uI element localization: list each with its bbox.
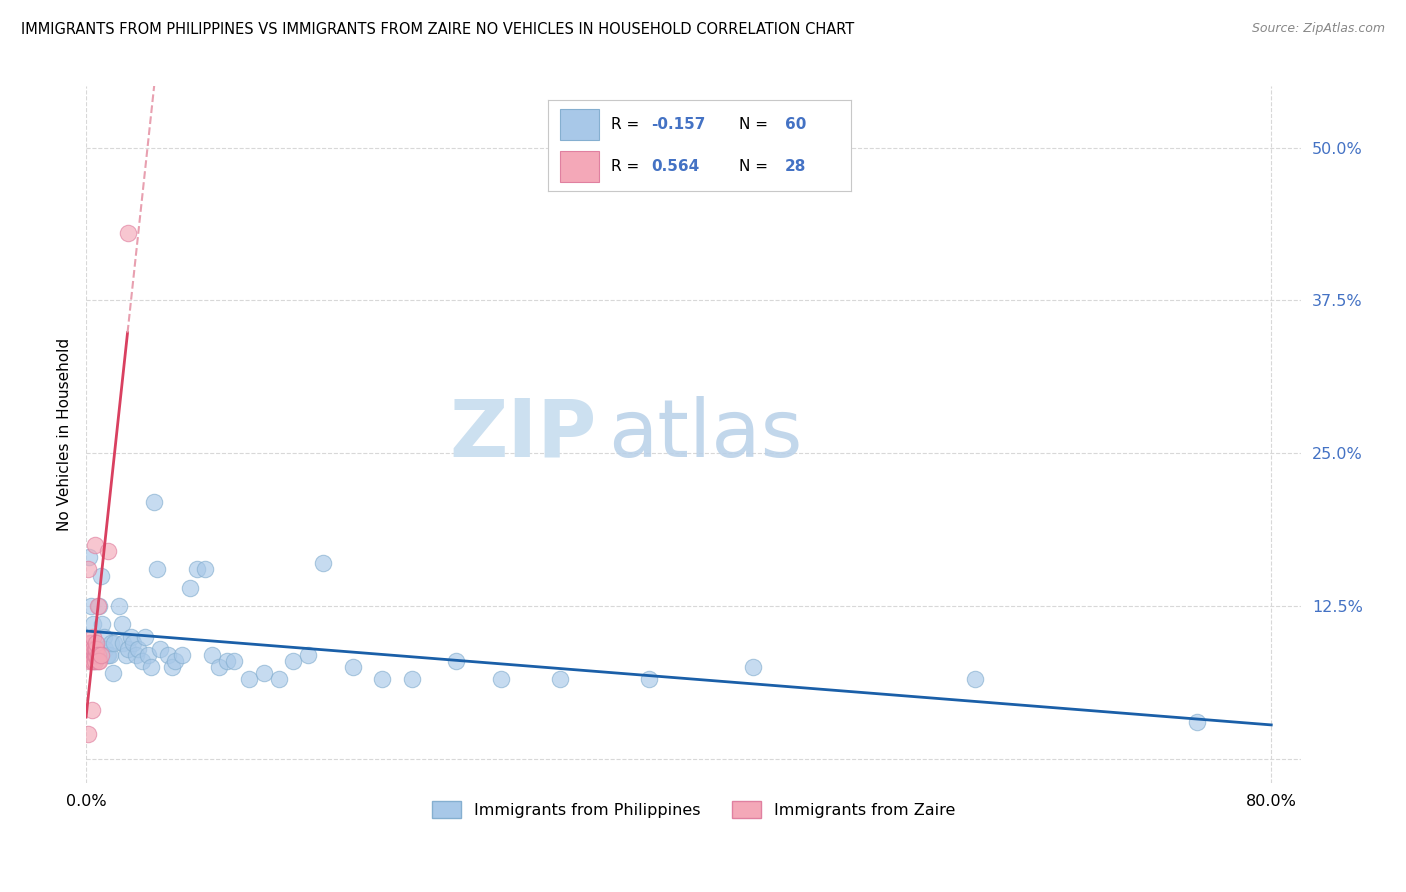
Point [90,648,112,662]
Text: atlas: atlas [609,396,803,474]
Point [163,654,186,668]
Point [91,617,114,632]
Point [76,727,98,741]
Point [90,568,112,582]
Point [84,654,107,668]
Point [80,654,103,668]
Point [97,544,120,558]
Point [208,660,231,674]
Point [80,703,103,717]
Point [371,673,394,687]
Point [238,673,260,687]
Point [89,654,111,668]
Point [342,660,364,674]
Point [120,630,142,644]
Point [80,648,103,662]
Point [79,641,101,656]
Point [489,673,512,687]
Point [87,654,110,668]
Y-axis label: No Vehicles in Household: No Vehicles in Household [58,338,72,532]
Point [86,636,108,650]
Point [186,562,208,576]
Point [103,636,125,650]
Text: IMMIGRANTS FROM PHILIPPINES VS IMMIGRANTS FROM ZAIRE NO VEHICLES IN HOUSEHOLD CO: IMMIGRANTS FROM PHILIPPINES VS IMMIGRANT… [21,22,855,37]
Point [253,666,276,681]
Point [172,648,194,662]
Point [89,599,111,613]
Point [80,636,103,650]
Point [77,636,100,650]
Point [146,562,169,576]
Point [84,641,107,656]
Point [143,495,166,509]
Point [101,666,124,681]
Point [136,648,159,662]
Point [112,636,135,650]
Point [127,641,149,656]
Point [84,648,107,662]
Point [111,617,134,632]
Point [224,654,246,668]
Point [87,599,110,613]
Point [297,648,319,662]
Point [96,648,118,662]
Point [160,660,183,674]
Point [94,641,117,656]
Point [82,654,104,668]
Text: Source: ZipAtlas.com: Source: ZipAtlas.com [1251,22,1385,36]
Point [741,660,763,674]
Point [93,630,115,644]
Point [141,660,163,674]
Point [86,648,108,662]
Point [548,673,571,687]
Point [117,226,139,240]
Point [77,654,100,668]
Point [215,654,238,668]
Point [115,648,138,662]
Point [446,654,468,668]
Point [84,654,107,668]
Point [76,562,98,576]
Point [79,648,101,662]
Point [84,538,107,552]
Point [122,636,145,650]
Point [149,641,172,656]
Point [79,599,101,613]
Point [194,562,217,576]
Point [107,599,129,613]
Point [77,550,100,565]
Point [117,641,139,656]
Point [87,648,110,662]
Point [82,617,104,632]
Point [134,630,156,644]
Point [638,673,661,687]
Point [131,654,153,668]
Point [312,556,335,570]
Point [86,641,108,656]
Legend: Immigrants from Philippines, Immigrants from Zaire: Immigrants from Philippines, Immigrants … [426,795,962,824]
Point [98,648,121,662]
Point [100,636,122,650]
Point [97,648,120,662]
Point [179,581,201,595]
Point [267,673,290,687]
Point [82,641,104,656]
Point [401,673,423,687]
Point [156,648,179,662]
Point [79,636,101,650]
Point [283,654,305,668]
Point [963,673,986,687]
Point [79,648,101,662]
Point [201,648,224,662]
Text: ZIP: ZIP [449,396,596,474]
Point [125,648,148,662]
Point [86,636,108,650]
Point [1185,715,1208,730]
Point [82,630,104,644]
